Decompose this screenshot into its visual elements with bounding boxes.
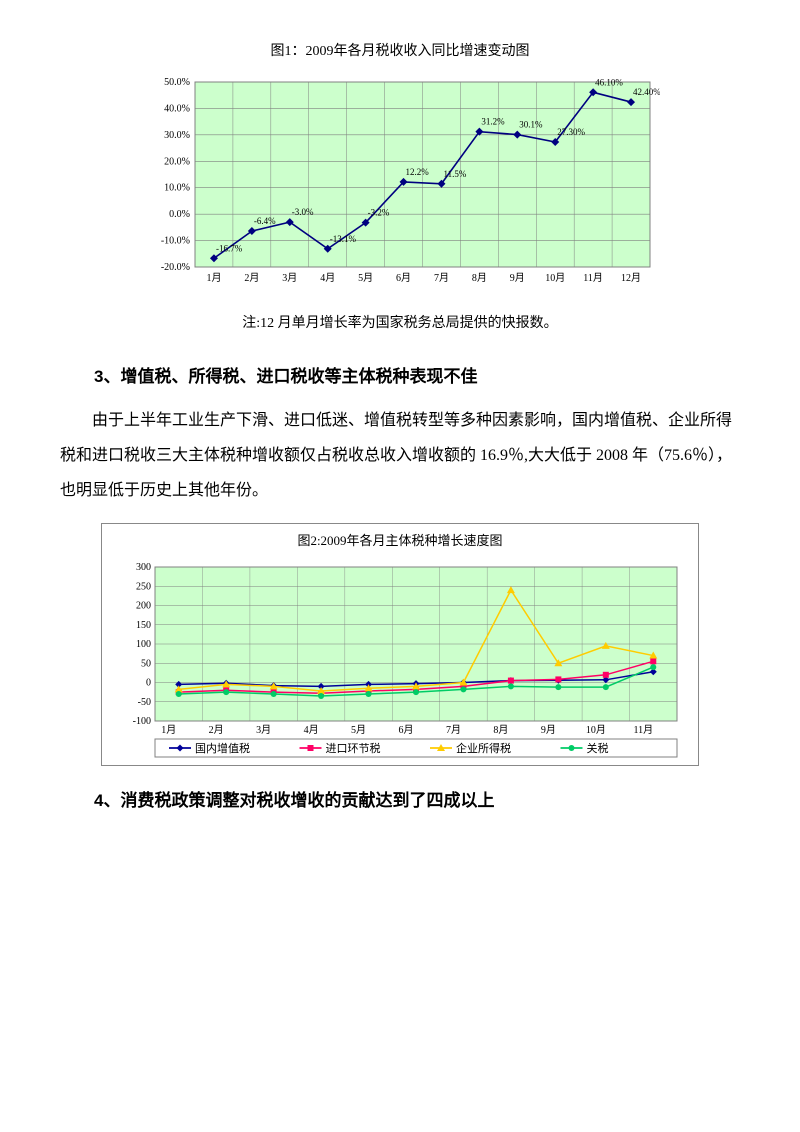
svg-text:-10.0%: -10.0% (161, 236, 190, 247)
chart2-container: 图2:2009年各月主体税种增长速度图 -100 -50 0 50 100 150 200 2… (101, 523, 699, 766)
svg-text:3月: 3月 (256, 724, 271, 736)
svg-text:31.2%: 31.2% (481, 117, 505, 127)
svg-text:200: 200 (136, 600, 151, 611)
svg-text:10月: 10月 (586, 724, 606, 736)
chart1-title: 图1：2009年各月税收收入同比增速变动图 (60, 40, 740, 60)
svg-text:-16.7%: -16.7% (216, 243, 243, 253)
svg-text:40.0%: 40.0% (164, 103, 190, 114)
svg-text:100: 100 (136, 639, 151, 650)
svg-text:150: 150 (136, 619, 151, 630)
svg-text:1月: 1月 (161, 724, 176, 736)
svg-text:9月: 9月 (510, 272, 525, 284)
svg-text:5月: 5月 (351, 724, 366, 736)
chart2-legend: 国内增值税 进口环节税 企业所得税 关税 (155, 739, 677, 757)
svg-text:11.5%: 11.5% (443, 169, 466, 179)
chart1-note: 注:12 月单月增长率为国家税务总局提供的快报数。 (60, 312, 740, 332)
svg-text:7月: 7月 (446, 724, 461, 736)
svg-text:-13.1%: -13.1% (330, 234, 357, 244)
svg-text:国内增值税: 国内增值税 (195, 741, 250, 755)
svg-text:12.2%: 12.2% (406, 167, 430, 177)
svg-text:12月: 12月 (621, 272, 641, 284)
svg-text:企业所得税: 企业所得税 (456, 741, 511, 755)
svg-text:7月: 7月 (434, 272, 449, 284)
chart2-svg: -100 -50 0 50 100 150 200 250 300 1月 2月 3月 4月 5月 6月 7月 8… (115, 561, 685, 761)
svg-text:8月: 8月 (493, 724, 508, 736)
svg-text:30.1%: 30.1% (519, 120, 543, 130)
svg-text:-6.4%: -6.4% (254, 216, 276, 226)
svg-text:4月: 4月 (320, 272, 335, 284)
svg-text:6月: 6月 (396, 272, 411, 284)
svg-text:-100: -100 (133, 716, 151, 727)
svg-text:3月: 3月 (282, 272, 297, 284)
heading-4: 4、消费税政策调整对税收增收的贡献达到了四成以上 (60, 786, 740, 811)
svg-text:46.10%: 46.10% (595, 77, 623, 87)
svg-text:-3.0%: -3.0% (292, 207, 314, 217)
svg-text:30.0%: 30.0% (164, 130, 190, 141)
svg-text:0: 0 (146, 677, 151, 688)
svg-text:5月: 5月 (358, 272, 373, 284)
svg-text:6月: 6月 (399, 724, 414, 736)
svg-text:-50: -50 (138, 696, 151, 707)
svg-text:11月: 11月 (583, 272, 603, 284)
svg-text:-20.0%: -20.0% (161, 262, 190, 273)
svg-text:4月: 4月 (304, 724, 319, 736)
chart1-container: 图1：2009年各月税收收入同比增速变动图 -20.0% -10.0% 0.0% 10… (60, 40, 740, 292)
heading-3: 3、增值税、所得税、进口税收等主体税种表现不佳 (60, 362, 740, 387)
svg-text:27.30%: 27.30% (557, 127, 585, 137)
svg-text:2月: 2月 (244, 272, 259, 284)
svg-text:关税: 关税 (587, 741, 609, 755)
svg-text:42.40%: 42.40% (633, 87, 660, 97)
svg-text:11月: 11月 (633, 724, 653, 736)
paragraph-3: 由于上半年工业生产下滑、进口低迷、增值税转型等多种因素影响，国内增值税、企业所得… (60, 403, 740, 509)
svg-text:1月: 1月 (206, 272, 221, 284)
svg-text:50: 50 (141, 658, 151, 669)
svg-text:10.0%: 10.0% (164, 183, 190, 194)
svg-text:300: 300 (136, 562, 151, 573)
svg-text:9月: 9月 (541, 724, 556, 736)
chart1-svg: -20.0% -10.0% 0.0% 10.0% 20.0% 30.0% 40.0% 50.0… (140, 72, 660, 292)
svg-text:10月: 10月 (545, 272, 565, 284)
svg-text:2月: 2月 (209, 724, 224, 736)
svg-text:进口环节税: 进口环节税 (326, 741, 381, 755)
svg-text:20.0%: 20.0% (164, 156, 190, 167)
svg-text:250: 250 (136, 581, 151, 592)
chart2-title: 图2:2009年各月主体税种增长速度图 (110, 530, 690, 549)
svg-text:-3.2%: -3.2% (368, 208, 390, 218)
svg-text:0.0%: 0.0% (169, 209, 190, 220)
svg-text:8月: 8月 (472, 272, 487, 284)
svg-text:50.0%: 50.0% (164, 77, 190, 88)
